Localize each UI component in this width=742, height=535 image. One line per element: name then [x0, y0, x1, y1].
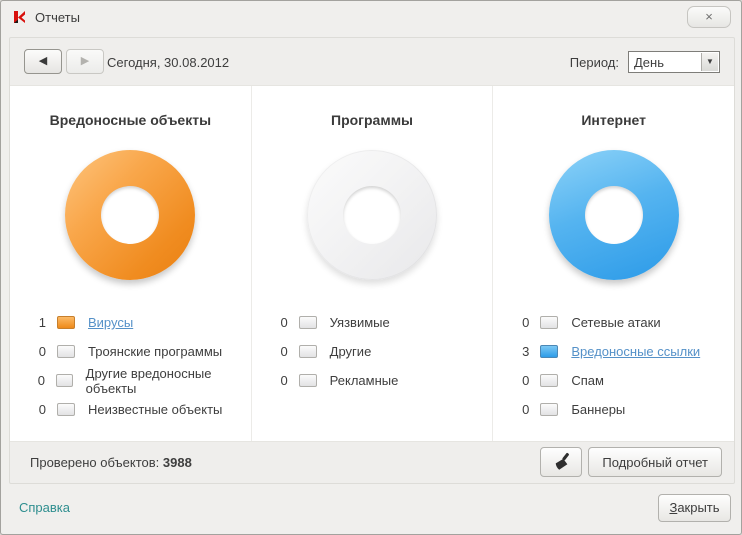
legend-swatch-gray [298, 345, 317, 358]
bottom-strip: Проверено объектов: 3988 Подробный отчет [10, 441, 734, 483]
donut-chart-orange [65, 150, 196, 280]
clear-reports-button[interactable] [540, 447, 583, 477]
legend-count: 0 [38, 344, 46, 359]
legend-row: 1 Вирусы [10, 308, 251, 337]
legend-swatch-gray [298, 374, 317, 387]
period-selected-value: День [634, 55, 664, 70]
legend-count: 0 [37, 373, 45, 388]
detailed-report-button[interactable]: Подробный отчет [588, 447, 722, 477]
legend-swatch-gray [540, 374, 559, 387]
legend-swatch-blue [540, 345, 559, 358]
legend-label: Рекламные [329, 373, 399, 388]
legend-row: 0 Другие [252, 337, 493, 366]
arrow-right-icon: ▶ [80, 55, 90, 67]
status-value: 3988 [162, 454, 192, 470]
scanned-objects-status: Проверено объектов: 3988 [30, 455, 192, 470]
legend-swatch-gray [57, 403, 75, 416]
report-column: Программы 0 Уязвимые 0 Другие 0 Рекламные [250, 86, 493, 441]
legend-link[interactable]: Вирусы [88, 315, 134, 330]
legend-count: 0 [280, 315, 288, 330]
legend: 1 Вирусы 0 Троянские программы 0 Другие вредо… [10, 308, 251, 424]
legend-count: 0 [280, 344, 288, 359]
legend-row: 0 Уязвимые [252, 308, 493, 337]
legend-row: 0 Неизвестные объекты [10, 395, 251, 424]
legend-count: 0 [522, 402, 530, 417]
legend: 0 Уязвимые 0 Другие 0 Рекламные [252, 308, 493, 395]
legend-label: Троянские программы [88, 344, 223, 359]
legend-label: Другие вредоносные объекты [85, 365, 212, 396]
legend-row: 0 Другие вредоносные объекты [10, 365, 251, 396]
legend-swatch-gray [540, 403, 559, 416]
legend-swatch-gray [298, 316, 317, 329]
legend-row: 0 Рекламные [252, 366, 493, 395]
legend-swatch-gray [540, 316, 559, 329]
column-title: Интернет [581, 112, 646, 128]
legend-label: Неизвестные объекты [88, 402, 223, 417]
help-link[interactable]: Справка [19, 500, 70, 515]
legend-swatch-orange [57, 316, 75, 329]
legend-label: Другие [329, 344, 372, 359]
legend-label: Баннеры [571, 402, 626, 417]
main-panel: ◀ ▶ Сегодня, 30.08.2012 Период: День ▼ В… [9, 37, 735, 484]
report-column: Интернет 0 Сетевые атаки 3 Вредоносные ссылк… [492, 86, 734, 441]
legend-row: 0 Троянские программы [10, 337, 251, 366]
legend-label: Сетевые атаки [571, 315, 661, 330]
legend-count: 0 [522, 373, 530, 388]
report-columns: Вредоносные объекты 1 Вирусы 0 Троянские про… [10, 85, 734, 442]
legend-count: 3 [522, 344, 530, 359]
chevron-down-icon: ▼ [701, 53, 718, 71]
column-title: Вредоносные объекты [49, 112, 212, 128]
donut-chart-blue [548, 150, 679, 280]
legend-row: 3 Вредоносные ссылки [493, 337, 734, 366]
legend: 0 Сетевые атаки 3 Вредоносные ссылки 0 Спам 0 Б… [493, 308, 734, 424]
legend-count: 0 [280, 373, 288, 388]
window-title: Отчеты [35, 10, 80, 25]
broom-icon [556, 452, 570, 470]
arrow-left-icon: ◀ [38, 55, 48, 67]
period-label: Период: [569, 54, 619, 70]
report-column: Вредоносные объекты 1 Вирусы 0 Троянские про… [10, 86, 251, 441]
column-title: Программы [331, 112, 414, 128]
legend-link[interactable]: Вредоносные ссылки [571, 344, 701, 359]
footer: Справка Закрыть [1, 482, 741, 534]
kaspersky-logo-icon [14, 11, 25, 23]
legend-label: Спам [571, 373, 604, 388]
legend-row: 0 Баннеры [493, 395, 734, 424]
legend-row: 0 Сетевые атаки [493, 308, 734, 337]
legend-count: 1 [38, 315, 46, 330]
period-group: Период: День ▼ [570, 51, 720, 73]
legend-count: 0 [38, 402, 46, 417]
current-date-label: Сегодня, 30.08.2012 [107, 55, 230, 70]
prev-day-button[interactable]: ◀ [24, 49, 62, 74]
status-label: Проверено объектов: [30, 454, 160, 470]
titlebar: Отчеты × [1, 1, 741, 33]
window-close-button[interactable]: × [687, 6, 731, 28]
period-select[interactable]: День ▼ [628, 51, 720, 73]
close-dialog-button[interactable]: Закрыть [658, 494, 731, 522]
panel-header: ◀ ▶ Сегодня, 30.08.2012 Период: День ▼ [10, 38, 734, 85]
legend-count: 0 [522, 315, 530, 330]
next-day-button[interactable]: ▶ [66, 49, 104, 74]
legend-row: 0 Спам [493, 366, 734, 395]
legend-swatch-gray [57, 345, 75, 358]
donut-chart-gray [307, 150, 437, 280]
legend-label: Уязвимые [329, 315, 390, 330]
legend-swatch-gray [56, 374, 73, 387]
